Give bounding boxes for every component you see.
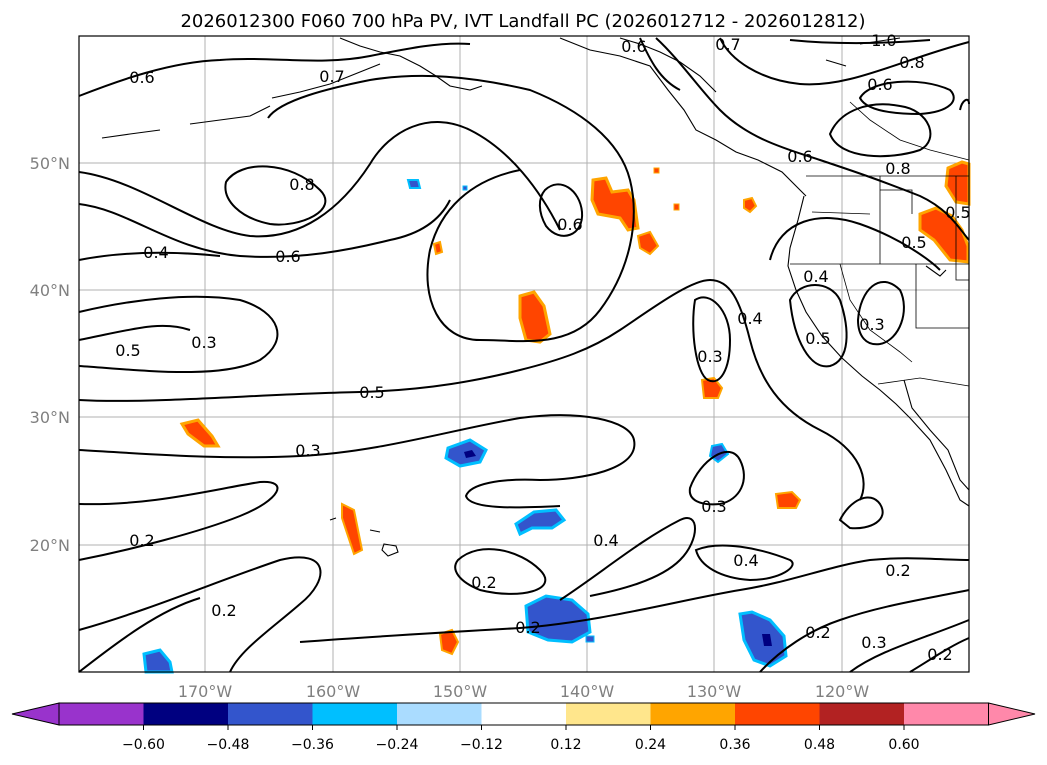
- colorbar-tick-label: 0.36: [719, 737, 750, 753]
- colorbar-segment: [819, 703, 904, 725]
- figure-title: 2026012300 F060 700 hPa PV, IVT Landfall…: [180, 11, 865, 32]
- colorbar-tick-label: 0.60: [888, 737, 919, 753]
- contour-label: 0.8: [885, 159, 910, 178]
- contour-label: 0.2: [129, 531, 154, 550]
- lon-tick-label: 130°W: [687, 682, 742, 701]
- contour-label: 0.4: [143, 243, 168, 262]
- contour-label: 0.3: [859, 315, 884, 334]
- colorbar-outline: [58, 702, 989, 726]
- lon-tick-label: 150°W: [433, 682, 488, 701]
- contour-label: 0.2: [927, 645, 952, 664]
- colorbar-segment: [397, 703, 482, 725]
- colorbar-tick-label: −0.24: [376, 737, 419, 753]
- contour-label: 0.5: [805, 329, 830, 348]
- contour-label: 0.6: [867, 75, 892, 94]
- colorbar-segment: [735, 703, 820, 725]
- colorbar-tick-label: −0.36: [291, 737, 334, 753]
- colorbar-segment: [566, 703, 651, 725]
- colorbar-segment: [650, 703, 735, 725]
- contour-label: 0.4: [593, 531, 618, 550]
- contour-label: 0.6: [275, 247, 300, 266]
- pv-contours: [78, 37, 970, 673]
- contour-label: 0.2: [211, 601, 236, 620]
- contour-label: 0.3: [295, 441, 320, 460]
- map-background: [79, 36, 969, 672]
- colorbar-tick-label: −0.12: [460, 737, 503, 753]
- contour-label: 0.2: [805, 623, 830, 642]
- colorbar-tick-label: 0.12: [550, 737, 581, 753]
- colorbar-tick-label: 0.48: [804, 737, 835, 753]
- lon-tick-label: 160°W: [306, 682, 361, 701]
- colorbar-segment: [143, 703, 228, 725]
- lon-tick-label: 120°W: [815, 682, 870, 701]
- contour-label: 0.8: [899, 53, 924, 72]
- contour-label: 0.2: [471, 573, 496, 592]
- colorbar-segment: [59, 703, 144, 725]
- contour-label: 0.2: [515, 618, 540, 637]
- contour-label: 0.6: [787, 147, 812, 166]
- pc-shading: [142, 160, 971, 674]
- contour-label: 0.6: [557, 215, 582, 234]
- contour-label: 0.6: [621, 37, 646, 56]
- contour-label: 0.4: [737, 309, 762, 328]
- colorbar-segment: [904, 703, 989, 725]
- colorbar-segment: [481, 703, 566, 725]
- contour-label: 0.6: [129, 68, 154, 87]
- contour-label: 0.3: [861, 633, 886, 652]
- contour-label: 0.3: [701, 497, 726, 516]
- contour-label: 0.3: [191, 333, 216, 352]
- colorbar-tick-label: −0.60: [122, 737, 165, 753]
- contour-label: 0.4: [733, 551, 758, 570]
- lat-tick-label: 40°N: [30, 281, 70, 300]
- colorbar-extend-max: [988, 702, 1036, 726]
- contour-label: 0.3: [697, 347, 722, 366]
- colorbar-ticks: [143, 725, 905, 730]
- contour-label: 0.5: [359, 383, 384, 402]
- contour-label: 1.0: [871, 31, 896, 50]
- lon-tick-label: 170°W: [178, 682, 233, 701]
- colorbar-tick-label: −0.48: [207, 737, 250, 753]
- lat-tick-label: 50°N: [30, 154, 70, 173]
- map-frame: [78, 35, 970, 673]
- contour-label: 0.5: [115, 341, 140, 360]
- contour-label: 0.5: [945, 203, 970, 222]
- lon-axis: 170°W 160°W 150°W 140°W 130°W 120°W: [178, 682, 870, 701]
- colorbar-tick-label: 0.24: [635, 737, 666, 753]
- colorbar-segment: [228, 703, 313, 725]
- map-panel: 0.6 0.7 0.8 0.6 0.4 0.6 0.3 0.5 0.5 0.3 …: [78, 31, 971, 674]
- colorbar: −0.60 −0.48 −0.36 −0.24 −0.12 0.12 0.24 …: [11, 702, 1036, 753]
- colorbar-extend-min: [11, 702, 60, 726]
- contour-label: 0.7: [319, 67, 344, 86]
- contour-label: 0.4: [803, 267, 828, 286]
- borders: [790, 101, 970, 387]
- contour-labels: 0.6 0.7 0.8 0.6 0.4 0.6 0.3 0.5 0.5 0.3 …: [115, 31, 970, 664]
- lon-tick-label: 140°W: [560, 682, 615, 701]
- contour-label: 0.8: [289, 175, 314, 194]
- contour-label: 0.2: [885, 561, 910, 580]
- lat-tick-label: 30°N: [30, 408, 70, 427]
- contour-label: 0.7: [715, 35, 740, 54]
- lat-axis: 50°N 40°N 30°N 20°N: [30, 154, 70, 555]
- colorbar-segment: [312, 703, 397, 725]
- lat-tick-label: 20°N: [30, 536, 70, 555]
- contour-label: 0.5: [901, 233, 926, 252]
